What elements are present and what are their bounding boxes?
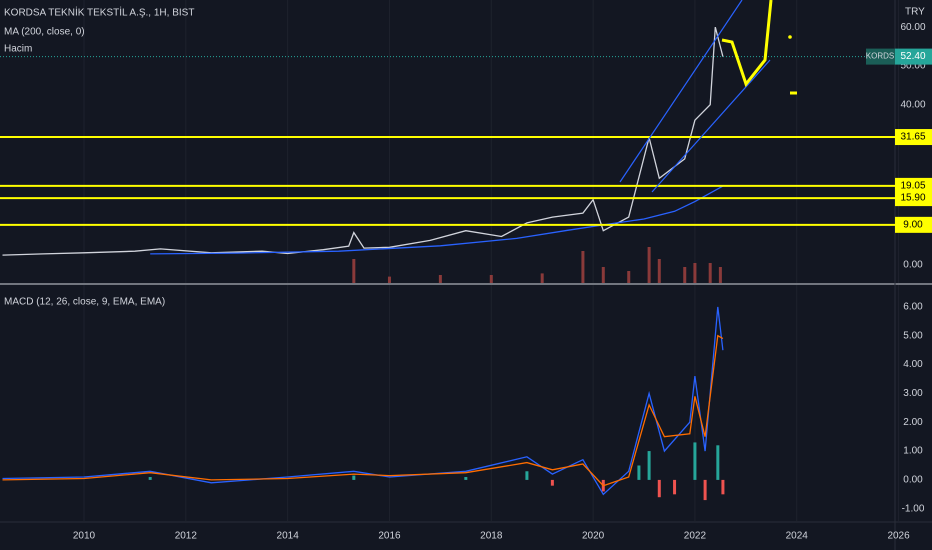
volume-bar [352, 259, 356, 283]
hand-drawing [788, 35, 792, 39]
x-tick-label: 2022 [684, 531, 707, 542]
histogram-bar [352, 475, 356, 480]
x-tick-label: 2024 [786, 531, 809, 542]
y-tick-label: 60.00 [900, 22, 925, 33]
histogram-bar [525, 471, 529, 480]
histogram-bar [673, 479, 677, 495]
volume-bar [647, 247, 651, 283]
histogram-bar [716, 445, 720, 480]
y-tick-label: 5.00 [903, 330, 923, 341]
symbol-title: KORDSA TEKNİK TEKSTİL A.Ş., 1H, BIST [4, 6, 194, 19]
x-tick-label: 2018 [480, 531, 503, 542]
histogram-bar [657, 479, 661, 498]
histogram-bar [464, 477, 468, 480]
volume-bar [540, 273, 544, 283]
volume-bar [581, 251, 585, 283]
volume-bar [601, 267, 605, 283]
volume-bar [718, 267, 722, 283]
volume-bar [683, 267, 687, 283]
last-price-box [895, 48, 932, 65]
volume-bar [708, 263, 712, 283]
symbol-label: KORDS [866, 52, 894, 61]
histogram-bar [637, 465, 641, 480]
volume-bar [627, 271, 631, 283]
y-tick-label: 0.00 [903, 475, 923, 486]
macd-title: MACD (12, 26, close, 9, EMA, EMA) [4, 297, 165, 308]
channel-line [651, 59, 771, 193]
y-tick-label: 6.00 [903, 302, 923, 313]
plot [0, 0, 900, 522]
y-tick-label: 4.00 [903, 359, 923, 370]
level-label: 19.05 [900, 181, 925, 192]
last-price-label: 52.40 [900, 51, 925, 62]
histogram-bar [703, 479, 707, 501]
y-tick-label: 3.00 [903, 388, 923, 399]
price-line [2, 26, 724, 256]
histogram-bar [550, 479, 554, 486]
histogram-bar [148, 477, 152, 480]
volume-bar [693, 263, 697, 283]
price-line [2, 334, 724, 487]
y-tick-label: 2.00 [903, 417, 923, 428]
x-tick-label: 2016 [378, 531, 401, 542]
level-label: 15.90 [900, 193, 925, 204]
y-tick-label: -1.00 [902, 503, 925, 514]
volume-bar [489, 275, 493, 283]
y-tick-label: 1.00 [903, 446, 923, 457]
volume-tick-label: 0.00 [903, 260, 923, 271]
volume-bar [657, 259, 661, 283]
level-label-box [895, 190, 932, 207]
hand-drawing [721, 0, 773, 88]
x-tick-label: 2020 [582, 531, 605, 542]
channel-line [619, 0, 743, 183]
y-tick-label: 50.00 [900, 61, 925, 72]
x-tick-label: 2026 [887, 531, 910, 542]
ma-legend: MA (200, close, 0) [4, 27, 85, 38]
level-label: 9.00 [903, 219, 923, 230]
level-label: 31.65 [900, 132, 925, 143]
volume-bar [387, 276, 391, 283]
x-tick-label: 2012 [175, 531, 198, 542]
histogram-bar [647, 451, 651, 480]
price-line [150, 185, 724, 255]
volume-bar [438, 275, 442, 283]
level-label-box [895, 216, 932, 233]
x-tick-label: 2014 [277, 531, 300, 542]
volume-legend: Hacim [4, 44, 32, 55]
histogram-bar [721, 479, 725, 495]
level-label-box [895, 177, 932, 194]
x-tick-label: 2010 [73, 531, 96, 542]
currency: TRY [905, 7, 925, 18]
level-label-box [895, 129, 932, 146]
histogram-bar [693, 442, 697, 480]
symbol-box [866, 48, 895, 65]
y-tick-label: 40.00 [900, 99, 925, 110]
